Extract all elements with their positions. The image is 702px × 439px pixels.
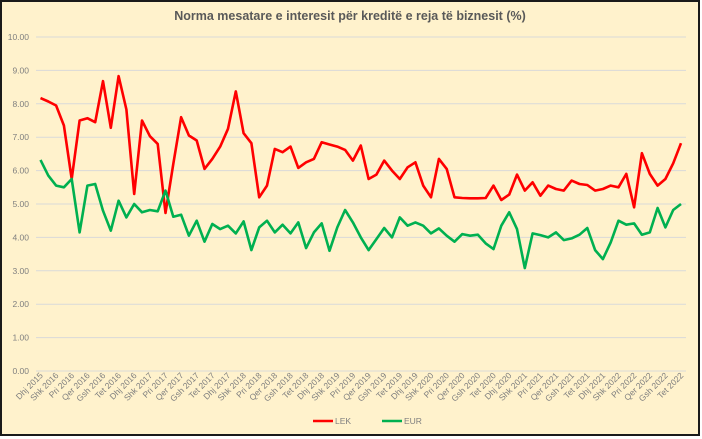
y-tick-label: 5.00 [12, 199, 29, 209]
series-line-lek [39, 74, 683, 215]
y-tick-label: 4.00 [12, 232, 29, 242]
y-tick-label: 3.00 [12, 266, 29, 276]
gridlines [36, 36, 686, 372]
y-tick-label: 6.00 [12, 166, 29, 176]
y-tick-label: 2.00 [12, 299, 29, 309]
series-line-eur [39, 159, 682, 270]
legend-label-lek: LEK [335, 416, 351, 426]
y-tick-label: 9.00 [12, 65, 29, 75]
y-tick-label: 8.00 [12, 99, 29, 109]
y-tick-label: 7.00 [12, 132, 29, 142]
y-tick-label: 1.00 [12, 333, 29, 343]
y-axis-ticks: 0.00 1.00 2.00 3.00 4.00 5.00 6.00 7.00 8.00 9.00… [8, 32, 30, 376]
y-tick-label: 10.00 [8, 32, 30, 42]
legend-label-eur: EUR [404, 416, 422, 426]
chart-title: Norma mesatare e interesit për kreditë e… [174, 9, 526, 23]
series-lines [39, 74, 683, 270]
legend: LEK EUR [313, 416, 422, 426]
y-tick-label: 0.00 [12, 366, 29, 376]
